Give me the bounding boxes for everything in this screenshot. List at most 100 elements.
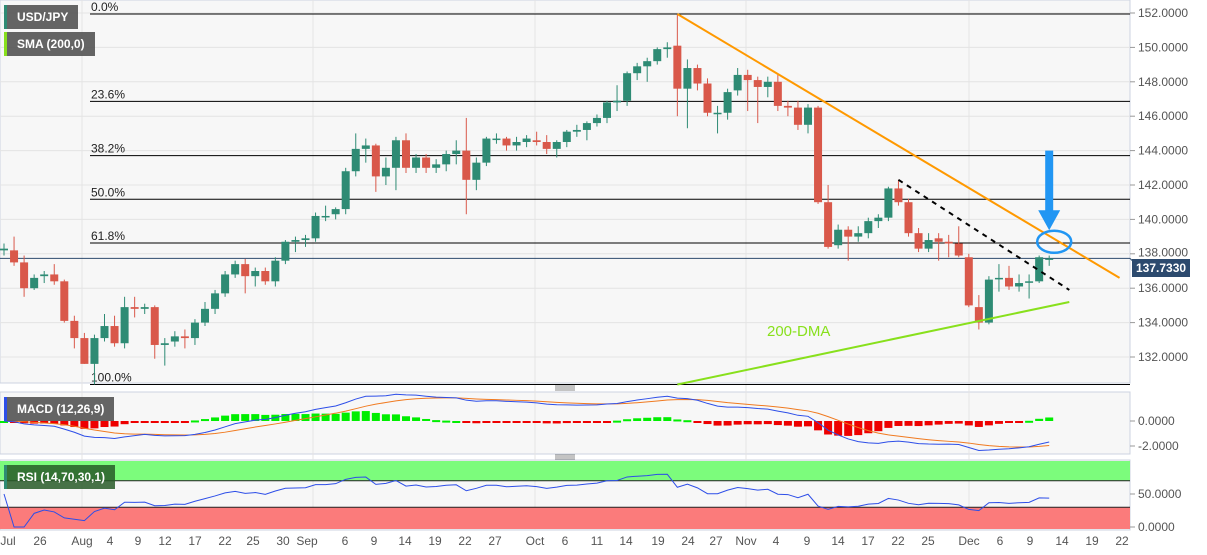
macd-histogram-bar [160,421,169,423]
candle-body [50,274,59,282]
x-tick-label: 17 [188,534,202,548]
candle-body [90,338,99,364]
candle-body [683,68,692,89]
candle-body [442,154,451,165]
macd-histogram-bar [663,417,672,421]
macd-histogram-bar [703,421,712,425]
main-panel [0,0,1131,384]
candle-body [884,188,893,218]
x-tick-label: 27 [488,534,502,548]
candle-body [914,233,923,249]
rsi-y-tick-label: 0.0000 [1138,520,1175,534]
candle-body [391,140,400,168]
candle-body [241,264,250,277]
candle-body [1005,277,1013,287]
candle-body [1035,257,1044,282]
fib-level-label: 23.6% [91,87,125,101]
x-tick-label: 14 [831,534,845,548]
candle-body [170,336,179,342]
macd-histogram-bar [1015,421,1024,423]
candle-body [854,233,863,237]
macd-histogram-bar [1045,417,1054,421]
candle-body [723,92,732,113]
macd-histogram-bar [562,421,571,424]
macd-histogram-bar [361,411,370,421]
candle-body [572,129,581,132]
candle-body [140,307,149,309]
rsi-line [3,473,1050,528]
candle-body [512,142,521,146]
macd-histogram-bar [1025,420,1034,423]
macd-histogram-bar [331,413,340,421]
macd-histogram-bar [120,421,129,425]
candle-body [130,307,139,309]
candle-body [964,257,973,306]
macd-histogram-bar [864,421,873,434]
candle-body [824,202,833,247]
candle-body [673,45,682,89]
macd-histogram-bar [1005,421,1013,423]
macd-histogram-bar [70,421,79,428]
x-tick-label: 22 [218,534,232,548]
macd-histogram-bar [944,421,953,424]
candle-body [472,162,481,180]
x-tick-label: 22 [458,534,472,548]
candle-body [713,112,722,115]
candle-body [211,293,220,309]
candle-body [381,167,390,177]
candle-body [1025,281,1034,283]
candle-body [351,148,360,172]
candle-body [301,238,310,241]
macd-histogram-bar [522,421,531,423]
macd-histogram-bar [422,418,431,421]
macd-histogram-bar [904,421,913,426]
candle-body [0,248,8,251]
x-tick-label: 6 [562,534,569,548]
candle-body [793,107,802,125]
macd-histogram-bar [432,420,441,423]
candle-body [814,107,823,203]
macd-histogram-bar [804,421,812,427]
y-tick-label: 144.0000 [1138,144,1188,158]
fib-level-label: 0.0% [91,0,119,14]
macd-histogram-bar [1035,418,1044,421]
x-tick-label: 12 [158,534,172,548]
x-tick-label: 22 [1115,534,1129,548]
x-tick-label: 19 [651,534,665,548]
candle-body [904,202,913,234]
macd-histogram-bar [0,421,8,423]
candle-body [804,107,812,125]
y-tick-label: 148.0000 [1138,75,1188,89]
x-tick-label: Dec [958,534,979,548]
x-tick-label: Jul [0,534,15,548]
candle-body [944,241,953,244]
macd-histogram-bar [391,414,400,421]
macd-histogram-bar [231,414,240,421]
y-tick-label: 140.0000 [1138,212,1188,226]
macd-histogram-bar [130,421,139,423]
candle-body [653,49,662,62]
macd-histogram-bar [773,421,782,426]
macd-y-tick-label: 0.0000 [1138,414,1175,428]
macd-histogram-bar [613,420,622,423]
candle-body [30,277,39,289]
macd-histogram-bar [140,421,149,423]
macd-histogram-bar [874,421,883,432]
macd-histogram-bar [251,414,260,421]
macd-histogram-bar [201,419,209,422]
candle-body [532,140,541,142]
x-tick-label: 6 [997,534,1004,548]
macd-histogram-bar [241,414,250,421]
x-tick-label: 14 [619,534,633,548]
macd-histogram-bar [281,414,290,421]
macd-histogram-bar [582,421,591,423]
candle-body [110,326,119,344]
x-tick-label: 6 [342,534,349,548]
candle-body [562,131,571,142]
x-tick-label: 19 [1085,534,1099,548]
macd-histogram-bar [341,412,350,421]
macd-histogram-bar [170,421,179,423]
candle-body [180,336,189,339]
macd-histogram-bar [954,421,963,424]
